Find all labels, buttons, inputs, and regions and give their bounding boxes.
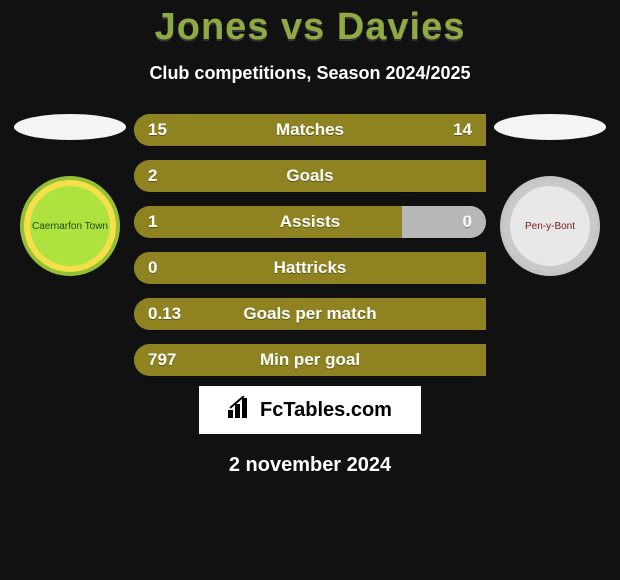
metric-left-value: 15 [148, 114, 167, 146]
metric-bars: Matches1514Goals2Assists10Hattricks0Goal… [134, 114, 486, 376]
left-team-ellipse [14, 114, 126, 140]
metric-row: Assists10 [134, 206, 486, 238]
metric-left-value: 0 [148, 252, 157, 284]
metric-left-value: 2 [148, 160, 157, 192]
page-subtitle: Club competitions, Season 2024/2025 [149, 63, 470, 84]
metric-row: Hattricks0 [134, 252, 486, 284]
metric-left-value: 0.13 [148, 298, 181, 330]
metric-left-fill [134, 206, 402, 238]
left-team-badge-label: Caernarfon Town [32, 221, 108, 232]
left-team-badge: Caernarfon Town [20, 176, 120, 276]
metric-row: Matches1514 [134, 114, 486, 146]
page-title: Jones vs Davies [155, 6, 466, 49]
metric-right-value: 0 [463, 206, 472, 238]
metric-left-value: 1 [148, 206, 157, 238]
metric-left-value: 797 [148, 344, 176, 376]
metric-right-value: 14 [453, 114, 472, 146]
metric-row: Min per goal797 [134, 344, 486, 376]
right-team-badge-label: Pen-y-Bont [525, 221, 575, 232]
metric-row: Goals per match0.13 [134, 298, 486, 330]
footer-date: 2 november 2024 [229, 454, 391, 477]
brand-box: FcTables.com [199, 386, 421, 434]
metric-left-fill [134, 344, 486, 376]
brand-logo-icon [228, 396, 254, 424]
metric-left-fill [134, 114, 486, 146]
right-team-column: Pen-y-Bont [490, 114, 610, 276]
right-team-badge: Pen-y-Bont [500, 176, 600, 276]
metric-left-fill [134, 252, 486, 284]
right-team-ellipse [494, 114, 606, 140]
metric-right-fill [402, 206, 486, 238]
metric-row: Goals2 [134, 160, 486, 192]
brand-text: FcTables.com [260, 399, 392, 422]
metric-left-fill [134, 298, 486, 330]
comparison-arena: Caernarfon Town Matches1514Goals2Assists… [10, 114, 610, 376]
metric-left-fill [134, 160, 486, 192]
left-team-column: Caernarfon Town [10, 114, 130, 276]
